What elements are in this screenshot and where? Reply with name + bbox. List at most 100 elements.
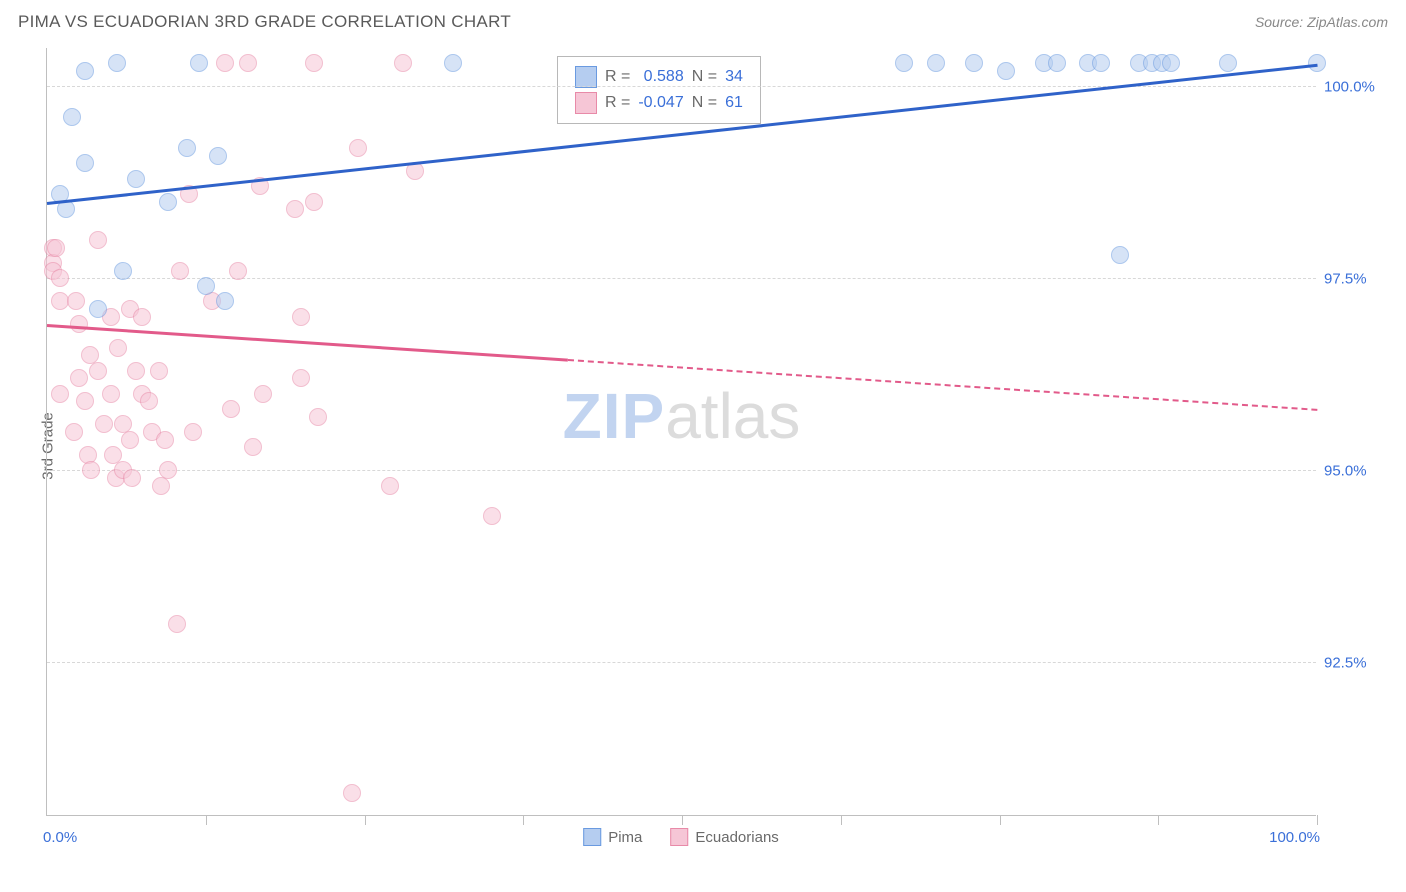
data-point-ecuadorians	[229, 262, 247, 280]
n-label: N =	[689, 91, 720, 115]
data-point-ecuadorians	[133, 308, 151, 326]
data-point-ecuadorians	[89, 231, 107, 249]
swatch-pima	[575, 66, 597, 88]
data-point-ecuadorians	[156, 431, 174, 449]
data-point-pima	[89, 300, 107, 318]
trendline-ecuadorians	[568, 359, 1317, 411]
data-point-ecuadorians	[239, 54, 257, 72]
y-tick-label: 92.5%	[1324, 655, 1367, 672]
pima-r-value: 0.588	[635, 65, 686, 89]
y-tick-label: 97.5%	[1324, 271, 1367, 288]
data-point-ecuadorians	[171, 262, 189, 280]
legend-label-ecuadorians: Ecuadorians	[695, 829, 778, 846]
data-point-ecuadorians	[89, 362, 107, 380]
data-point-pima	[76, 62, 94, 80]
data-point-ecuadorians	[292, 308, 310, 326]
data-point-pima	[216, 292, 234, 310]
data-point-ecuadorians	[121, 431, 139, 449]
data-point-pima	[1162, 54, 1180, 72]
x-axis-min-label: 0.0%	[43, 829, 77, 846]
data-point-ecuadorians	[286, 200, 304, 218]
ecuadorians-r-value: -0.047	[635, 91, 686, 115]
data-point-ecuadorians	[51, 292, 69, 310]
x-tick	[206, 815, 207, 825]
data-point-ecuadorians	[292, 369, 310, 387]
data-point-ecuadorians	[67, 292, 85, 310]
data-point-pima	[178, 139, 196, 157]
data-point-pima	[76, 154, 94, 172]
data-point-ecuadorians	[168, 615, 186, 633]
data-point-ecuadorians	[51, 269, 69, 287]
r-label: R =	[602, 91, 633, 115]
data-point-pima	[190, 54, 208, 72]
data-point-ecuadorians	[216, 54, 234, 72]
data-point-ecuadorians	[70, 369, 88, 387]
legend-item-pima: Pima	[583, 828, 642, 846]
data-point-pima	[997, 62, 1015, 80]
data-point-ecuadorians	[95, 415, 113, 433]
x-tick	[1000, 815, 1001, 825]
data-point-ecuadorians	[123, 469, 141, 487]
data-point-ecuadorians	[349, 139, 367, 157]
watermark-zip: ZIP	[563, 380, 666, 452]
data-point-ecuadorians	[309, 408, 327, 426]
x-tick	[1158, 815, 1159, 825]
legend-row-pima: R = 0.588 N = 34	[572, 65, 746, 89]
data-point-ecuadorians	[51, 385, 69, 403]
data-point-pima	[127, 170, 145, 188]
gridline: 92.5%	[47, 662, 1316, 663]
data-point-ecuadorians	[150, 362, 168, 380]
r-label: R =	[602, 65, 633, 89]
legend-label-pima: Pima	[608, 829, 642, 846]
data-point-ecuadorians	[483, 507, 501, 525]
data-point-ecuadorians	[305, 54, 323, 72]
swatch-ecuadorians	[670, 828, 688, 846]
data-point-ecuadorians	[244, 438, 262, 456]
data-point-ecuadorians	[109, 339, 127, 357]
data-point-ecuadorians	[394, 54, 412, 72]
data-point-pima	[927, 54, 945, 72]
source-attribution: Source: ZipAtlas.com	[1255, 14, 1388, 30]
data-point-pima	[108, 54, 126, 72]
x-tick	[682, 815, 683, 825]
data-point-ecuadorians	[82, 461, 100, 479]
data-point-ecuadorians	[70, 315, 88, 333]
gridline: 95.0%	[47, 470, 1316, 471]
data-point-pima	[1219, 54, 1237, 72]
data-point-ecuadorians	[159, 461, 177, 479]
data-point-pima	[197, 277, 215, 295]
x-tick	[841, 815, 842, 825]
data-point-ecuadorians	[127, 362, 145, 380]
data-point-ecuadorians	[343, 784, 361, 802]
n-label: N =	[689, 65, 720, 89]
chart-title: PIMA VS ECUADORIAN 3RD GRADE CORRELATION…	[18, 12, 511, 32]
data-point-ecuadorians	[47, 239, 65, 257]
data-point-ecuadorians	[184, 423, 202, 441]
swatch-ecuadorians	[575, 92, 597, 114]
pima-n-value: 34	[722, 65, 746, 89]
data-point-pima	[1111, 246, 1129, 264]
x-tick	[365, 815, 366, 825]
data-point-ecuadorians	[152, 477, 170, 495]
data-point-ecuadorians	[76, 392, 94, 410]
data-point-pima	[1092, 54, 1110, 72]
y-tick-label: 100.0%	[1324, 79, 1375, 96]
data-point-ecuadorians	[102, 385, 120, 403]
data-point-ecuadorians	[65, 423, 83, 441]
chart-container: ZIPatlas R = 0.588 N = 34 R = -0.047 N =…	[46, 48, 1316, 816]
data-point-pima	[209, 147, 227, 165]
x-tick	[1317, 815, 1318, 825]
data-point-ecuadorians	[222, 400, 240, 418]
ecuadorians-n-value: 61	[722, 91, 746, 115]
data-point-ecuadorians	[305, 193, 323, 211]
data-point-pima	[444, 54, 462, 72]
series-legend: Pima Ecuadorians	[583, 828, 779, 846]
watermark-atlas: atlas	[665, 380, 800, 452]
data-point-pima	[114, 262, 132, 280]
data-point-pima	[1048, 54, 1066, 72]
x-tick	[523, 815, 524, 825]
data-point-ecuadorians	[254, 385, 272, 403]
stats-legend: R = 0.588 N = 34 R = -0.047 N = 61	[557, 56, 761, 124]
data-point-pima	[159, 193, 177, 211]
x-axis-max-label: 100.0%	[1269, 829, 1320, 846]
